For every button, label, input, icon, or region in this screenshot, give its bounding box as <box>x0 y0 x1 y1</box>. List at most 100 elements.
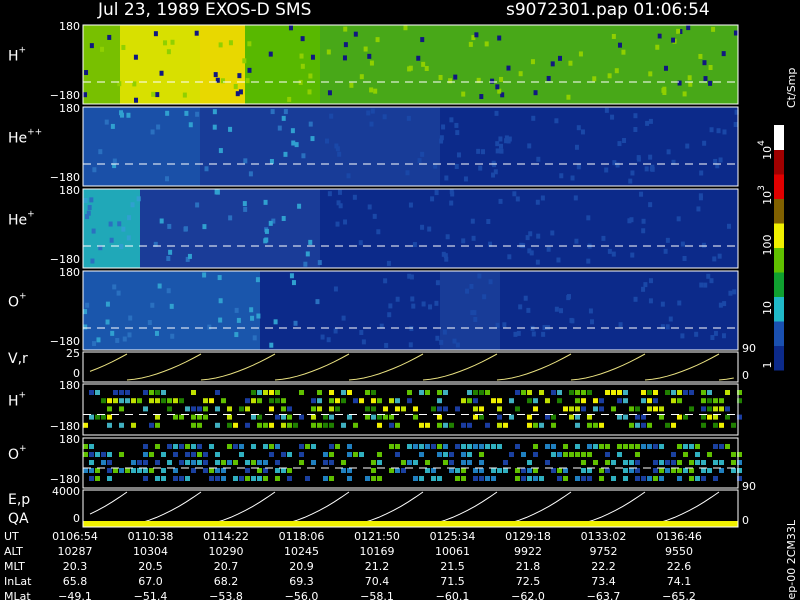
spectrogram-cell <box>343 26 348 32</box>
spectrogram-cell <box>291 280 296 286</box>
cell <box>719 460 724 465</box>
cell <box>605 452 610 457</box>
tick-label: 180 <box>59 102 80 115</box>
cell <box>701 406 706 412</box>
table-cell: 10287 <box>58 545 93 558</box>
cell <box>737 476 742 481</box>
spectrogram-cell <box>104 119 109 125</box>
spectrogram-cell <box>338 203 343 209</box>
colorbar-segment <box>774 223 784 248</box>
cell <box>263 468 268 473</box>
spectrogram-cell <box>167 223 172 229</box>
cell <box>83 444 88 449</box>
spectrogram-cell <box>490 78 495 84</box>
spectrogram-cell <box>648 298 653 304</box>
panel-label: O+ <box>8 291 27 311</box>
cell <box>533 468 538 473</box>
spectrogram-cell <box>154 330 159 336</box>
spectrogram-cell <box>335 146 340 152</box>
spectrogram-cell <box>734 109 739 115</box>
cell <box>497 444 502 449</box>
cell <box>425 422 430 428</box>
cell <box>155 414 160 420</box>
colorbar-segment <box>774 296 784 322</box>
spectrogram-cell <box>184 110 189 116</box>
spectrogram-cell <box>153 241 158 247</box>
spectrogram-cell <box>607 248 612 254</box>
cell <box>689 390 694 395</box>
cell <box>233 476 238 481</box>
panel-frame <box>82 106 739 187</box>
cell <box>221 398 226 404</box>
row-label: InLat <box>4 575 32 588</box>
spectrogram-cell <box>630 252 635 258</box>
spectrogram-cell <box>213 72 218 78</box>
cell <box>185 460 190 465</box>
cell <box>209 444 214 449</box>
cell <box>251 476 256 481</box>
cell <box>467 398 472 404</box>
cell <box>485 444 490 449</box>
cell <box>689 444 694 449</box>
spectrogram-cell <box>361 339 366 345</box>
cell <box>491 468 496 473</box>
spectrogram-cell <box>504 135 509 141</box>
cell <box>461 444 466 449</box>
cell <box>239 406 244 412</box>
spectrogram-cell <box>639 191 644 197</box>
spectrogram-cell <box>168 249 173 255</box>
spectrogram-cell <box>439 339 444 345</box>
cell <box>725 390 730 395</box>
spectrogram-cell <box>474 32 479 38</box>
cell <box>401 468 406 473</box>
cell <box>431 444 436 449</box>
spectrogram-cell <box>308 121 313 127</box>
spectrogram-cell <box>421 61 426 67</box>
cell <box>125 390 130 395</box>
cell <box>371 414 376 420</box>
spectrogram-cell <box>482 294 487 300</box>
panel-label: V,r <box>8 351 28 367</box>
table-cell: 73.4 <box>591 575 616 588</box>
spectrogram-cell <box>633 127 638 133</box>
spectrogram-cell <box>134 97 139 103</box>
spectrogram-cell <box>366 110 371 116</box>
cell <box>623 460 628 465</box>
table-cell: 0110:38 <box>128 530 174 543</box>
cell <box>701 398 706 404</box>
spectrogram-cell <box>159 70 164 76</box>
spectrogram-cell <box>83 324 88 330</box>
cell <box>305 444 310 449</box>
spectrogram-cell <box>488 279 493 285</box>
cell <box>737 452 742 457</box>
spectrogram-cell <box>271 218 276 224</box>
cell <box>485 390 490 395</box>
cell <box>653 406 658 412</box>
spectrogram-cell <box>291 140 296 146</box>
spectrogram-cell <box>410 296 415 302</box>
spectrogram-cell <box>702 140 707 146</box>
spectrogram-cell <box>643 282 648 288</box>
panel-label: He++ <box>8 127 42 147</box>
spectrogram-cell <box>255 277 260 283</box>
cell <box>719 422 724 428</box>
spectrogram-cell <box>444 175 449 181</box>
spectrogram-cell <box>165 176 170 182</box>
cell <box>419 476 424 481</box>
spectrogram-cell <box>245 78 250 84</box>
cell <box>539 390 544 395</box>
cell <box>203 452 208 457</box>
cell <box>635 452 640 457</box>
spectrogram-cell <box>542 325 547 331</box>
cell <box>497 414 502 420</box>
spectrogram-cell <box>712 256 717 262</box>
spectrogram-cell <box>421 301 426 307</box>
cell <box>203 468 208 473</box>
spectrogram-cell <box>372 213 377 219</box>
cell <box>719 406 724 412</box>
table-cell: 20.7 <box>214 560 239 573</box>
tick-label: −180 <box>50 420 80 433</box>
cell <box>479 460 484 465</box>
colorbar-label-base: 10 <box>761 301 774 315</box>
tick-label: 180 <box>59 433 80 446</box>
